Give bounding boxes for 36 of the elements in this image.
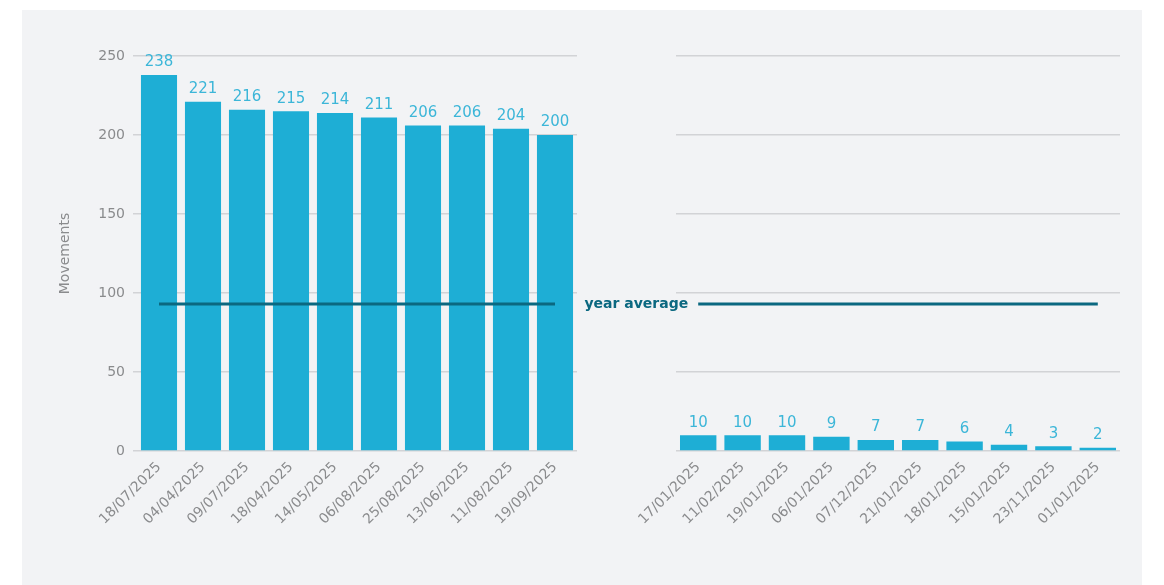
data-label: 215: [276, 88, 306, 107]
data-label: 3: [1048, 423, 1059, 442]
data-label: 200: [540, 112, 570, 131]
bar: [813, 436, 850, 451]
data-label: 206: [408, 102, 438, 121]
y-tick-label: 150: [98, 204, 125, 221]
y-tick-label: 200: [98, 125, 125, 142]
data-label: 216: [232, 87, 262, 106]
data-label: 10: [777, 412, 797, 431]
data-label: 206: [452, 102, 482, 121]
data-label: 7: [915, 417, 925, 436]
bar: [946, 441, 983, 451]
data-label: 6: [959, 418, 970, 437]
y-tick-label: 0: [116, 441, 125, 458]
data-label: 238: [144, 52, 174, 71]
bar: [902, 439, 939, 451]
ref-line-label: year average: [584, 294, 689, 311]
bar: [724, 435, 761, 451]
y-tick-label: 100: [98, 283, 125, 300]
bar: [680, 435, 717, 451]
y-tick-label: 250: [98, 46, 125, 63]
data-label: 4: [1004, 422, 1014, 441]
data-label: 221: [188, 79, 218, 98]
data-label: 10: [733, 412, 753, 431]
data-label: 214: [320, 90, 350, 109]
data-label: 10: [688, 412, 708, 431]
data-label: 9: [826, 414, 837, 433]
bar: [1035, 446, 1072, 451]
y-tick-label: 50: [107, 362, 125, 379]
data-label: 7: [871, 417, 881, 436]
data-label: 2: [1093, 425, 1103, 444]
bar: [857, 439, 894, 451]
data-label: 211: [364, 95, 394, 114]
bar: [768, 435, 806, 451]
data-label: 204: [496, 106, 526, 125]
y-axis-title: Movements: [56, 212, 73, 295]
